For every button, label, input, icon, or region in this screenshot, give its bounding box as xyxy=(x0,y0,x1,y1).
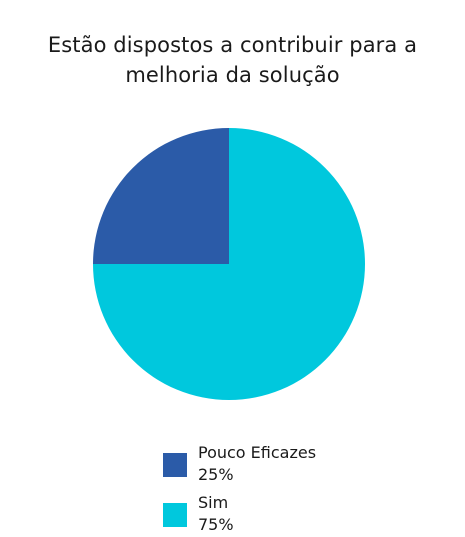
pie-slice-pouco-eficazes[interactable] xyxy=(93,128,229,264)
legend-swatch-sim xyxy=(163,503,187,527)
legend-value-pouco-eficazes: 25% xyxy=(198,465,234,484)
chart-title: Estão dispostos a contribuir para a melh… xyxy=(0,30,465,90)
legend-swatch-pouco-eficazes xyxy=(163,453,187,477)
legend-value-sim: 75% xyxy=(198,515,234,534)
chart-title-line-1: Estão dispostos a contribuir para a xyxy=(47,33,418,57)
pie-slice-sim[interactable] xyxy=(93,128,365,400)
chart-title-line-2: melhoria da solução xyxy=(125,63,340,87)
legend-label-sim: Sim xyxy=(198,493,229,512)
legend-label-pouco-eficazes: Pouco Eficazes xyxy=(198,443,317,462)
